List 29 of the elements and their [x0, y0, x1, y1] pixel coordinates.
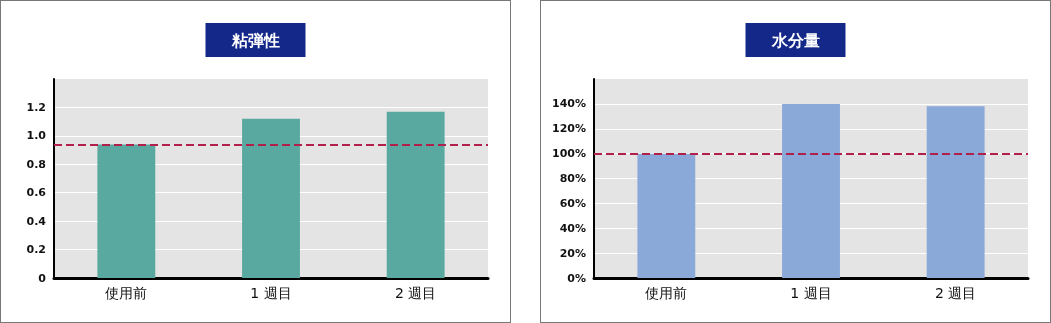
y-tick-label: 20%	[559, 246, 586, 260]
bar	[386, 111, 445, 278]
y-tick-label: 40%	[559, 221, 586, 235]
chart-title: 粘弾性	[230, 30, 280, 50]
x-tick-label: 1 週目	[250, 285, 292, 301]
y-tick-label: 1.2	[26, 100, 46, 114]
y-tick-label: 0	[38, 271, 47, 285]
x-tick-label: 使用前	[645, 285, 688, 301]
x-tick-label: 2 週目	[934, 285, 977, 301]
y-tick-label: 80%	[559, 172, 586, 185]
y-tick-label: 100%	[552, 147, 586, 161]
y-tick-label: 1.0	[26, 129, 47, 143]
y-tick-label: 0.6	[26, 186, 47, 200]
x-tick-label: 2 週目	[394, 285, 437, 301]
y-tick-label: 0%	[567, 271, 586, 285]
y-tick-label: 60%	[559, 196, 586, 210]
y-tick-label: 120%	[552, 122, 586, 136]
y-tick-label: 0.8	[26, 157, 46, 171]
bar	[242, 118, 300, 278]
bar	[637, 153, 696, 278]
y-tick-label: 0.4	[26, 214, 47, 228]
y-tick-label: 0.2	[26, 243, 46, 257]
chart-title: 水分量	[770, 30, 820, 50]
y-tick-label: 140%	[552, 97, 586, 111]
bar	[782, 103, 840, 278]
x-tick-label: 使用前	[105, 285, 148, 301]
x-tick-label: 1 週目	[790, 285, 832, 301]
bar	[97, 144, 156, 278]
bar	[926, 106, 985, 278]
